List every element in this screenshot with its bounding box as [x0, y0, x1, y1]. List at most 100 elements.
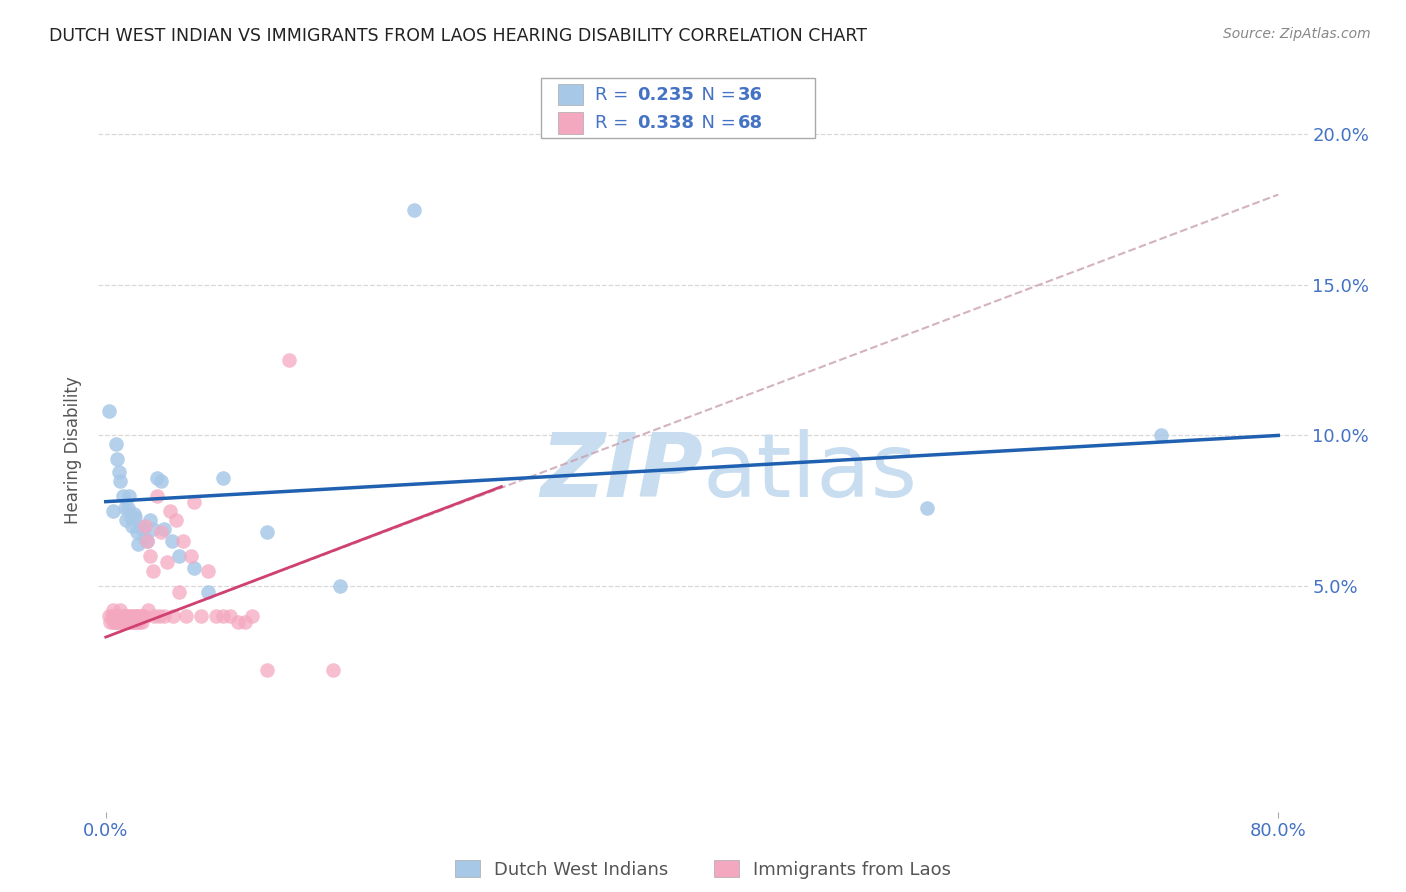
- Point: [97, 609, 120, 624]
- Point: [114, 500, 136, 515]
- Point: [120, 609, 142, 624]
- Text: ZIP: ZIP: [540, 429, 703, 516]
- Point: [121, 609, 143, 624]
- Point: [125, 524, 148, 539]
- Point: [176, 609, 198, 624]
- Point: [1150, 428, 1173, 442]
- Point: [329, 579, 352, 593]
- Point: [190, 609, 212, 624]
- Point: [110, 615, 132, 629]
- Point: [110, 474, 132, 488]
- Point: [197, 585, 219, 599]
- Point: [110, 609, 132, 624]
- Point: [128, 615, 150, 629]
- Point: [197, 564, 219, 578]
- Point: [127, 615, 149, 629]
- Text: R =: R =: [595, 114, 634, 132]
- Legend: Dutch West Indians, Immigrants from Laos: Dutch West Indians, Immigrants from Laos: [447, 853, 959, 886]
- Point: [121, 615, 143, 629]
- Point: [103, 615, 125, 629]
- Point: [118, 615, 141, 629]
- Point: [131, 609, 153, 624]
- Point: [132, 609, 155, 624]
- Point: [129, 609, 152, 624]
- Point: [117, 500, 139, 515]
- Point: [120, 509, 142, 524]
- Point: [122, 507, 145, 521]
- Point: [121, 518, 143, 533]
- Point: [142, 564, 165, 578]
- Point: [135, 533, 157, 548]
- Point: [117, 609, 139, 624]
- Point: [115, 513, 138, 527]
- Point: [122, 615, 145, 629]
- Point: [98, 615, 121, 629]
- Point: [167, 549, 190, 563]
- Point: [135, 533, 157, 548]
- Point: [150, 474, 173, 488]
- Point: [167, 585, 190, 599]
- Point: [142, 522, 165, 536]
- Point: [127, 537, 149, 551]
- Point: [124, 609, 146, 624]
- Point: [146, 489, 169, 503]
- Point: [148, 609, 170, 624]
- Point: [212, 609, 235, 624]
- Point: [136, 603, 159, 617]
- Point: [915, 500, 938, 515]
- Point: [278, 353, 301, 368]
- Point: [226, 615, 249, 629]
- Text: atlas: atlas: [703, 429, 918, 516]
- Point: [114, 615, 136, 629]
- Point: [117, 615, 139, 629]
- Point: [322, 663, 344, 677]
- Point: [146, 470, 169, 484]
- Point: [124, 509, 146, 524]
- Point: [118, 489, 141, 503]
- Point: [212, 470, 235, 484]
- Point: [240, 609, 263, 624]
- Point: [183, 494, 205, 508]
- Text: R =: R =: [595, 86, 634, 103]
- Point: [219, 609, 242, 624]
- Point: [101, 609, 124, 624]
- Point: [105, 615, 128, 629]
- Point: [138, 513, 160, 527]
- Text: N =: N =: [690, 114, 742, 132]
- Point: [180, 549, 202, 563]
- Point: [160, 533, 183, 548]
- Point: [101, 503, 124, 517]
- Point: [134, 518, 156, 533]
- Text: DUTCH WEST INDIAN VS IMMIGRANTS FROM LAOS HEARING DISABILITY CORRELATION CHART: DUTCH WEST INDIAN VS IMMIGRANTS FROM LAO…: [49, 27, 868, 45]
- Text: Source: ZipAtlas.com: Source: ZipAtlas.com: [1223, 27, 1371, 41]
- Text: 68: 68: [738, 114, 763, 132]
- Point: [153, 609, 176, 624]
- Point: [127, 609, 149, 624]
- Point: [162, 609, 184, 624]
- Point: [153, 522, 176, 536]
- Point: [101, 615, 124, 629]
- Point: [131, 522, 153, 536]
- Point: [108, 615, 131, 629]
- Point: [107, 452, 129, 467]
- Point: [156, 555, 179, 569]
- Point: [112, 615, 135, 629]
- Point: [105, 437, 128, 451]
- Point: [107, 609, 129, 624]
- Point: [159, 503, 181, 517]
- Point: [105, 609, 128, 624]
- Point: [165, 513, 187, 527]
- Text: 0.235: 0.235: [637, 86, 693, 103]
- Y-axis label: Hearing Disability: Hearing Disability: [65, 376, 83, 524]
- Point: [150, 524, 173, 539]
- Point: [110, 603, 132, 617]
- Point: [100, 609, 122, 624]
- Point: [204, 609, 226, 624]
- Point: [101, 603, 124, 617]
- Point: [97, 404, 120, 418]
- Point: [131, 615, 153, 629]
- Point: [114, 609, 136, 624]
- Point: [183, 561, 205, 575]
- Text: N =: N =: [690, 86, 742, 103]
- Point: [138, 549, 160, 563]
